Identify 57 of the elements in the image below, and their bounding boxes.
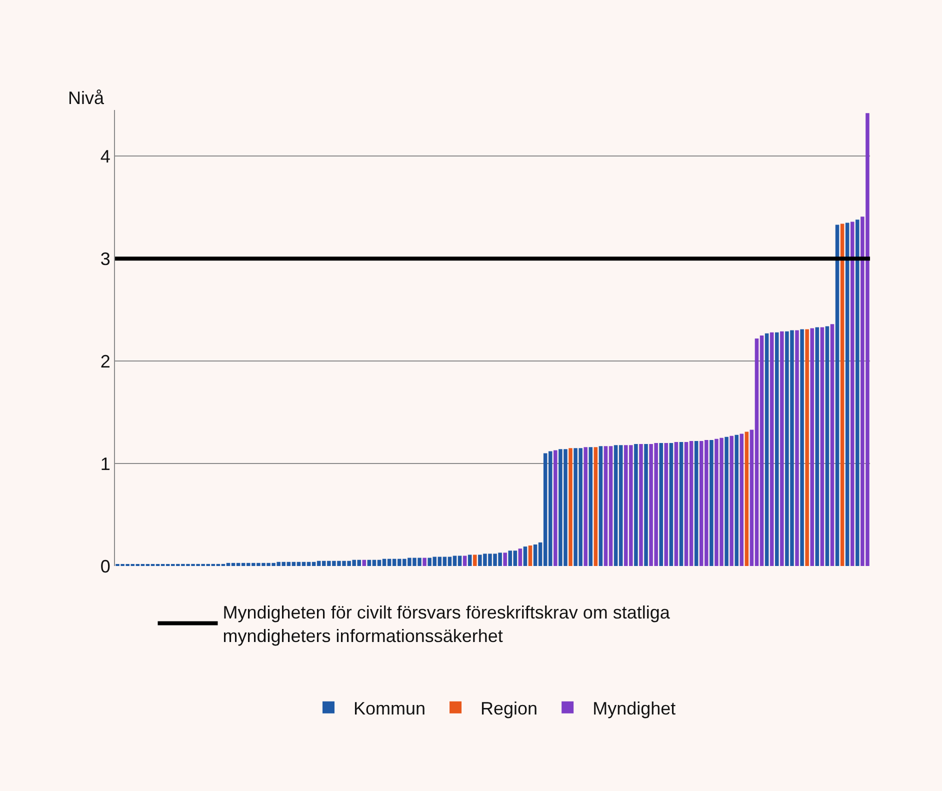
bar <box>850 222 854 566</box>
bar <box>679 442 684 566</box>
bar <box>810 328 814 566</box>
legend-label: Myndighet <box>592 698 676 718</box>
bar <box>815 327 820 566</box>
bar <box>800 329 804 566</box>
bar <box>659 443 663 566</box>
bar <box>764 333 769 566</box>
bar <box>835 224 840 566</box>
y-tick-label: 0 <box>100 556 110 576</box>
y-tick-label: 2 <box>100 351 110 372</box>
legend-label: Myndigheten för civilt försvars föreskriftskrav om statliga myndigheters informationssäkerhet <box>222 602 671 646</box>
bar <box>724 436 728 566</box>
bar <box>503 552 507 566</box>
bar <box>674 442 678 566</box>
bar <box>422 558 426 566</box>
bar <box>845 222 850 566</box>
bar <box>820 327 824 566</box>
bar <box>634 444 638 566</box>
bar <box>554 450 558 566</box>
bar <box>770 332 774 566</box>
bar <box>598 446 603 566</box>
bar <box>840 224 844 566</box>
bar <box>710 440 714 566</box>
bar <box>744 432 749 566</box>
bar <box>664 443 668 566</box>
bar <box>825 326 830 566</box>
bar <box>584 447 588 566</box>
bar <box>730 436 734 566</box>
bar <box>568 448 572 566</box>
y-tick-label: 3 <box>100 248 110 269</box>
bar <box>523 546 528 566</box>
bar <box>775 332 779 566</box>
bar <box>594 447 598 566</box>
bar <box>856 220 860 566</box>
bar <box>639 444 643 566</box>
y-tick-label: 4 <box>100 146 110 166</box>
legend-label: Kommun <box>354 698 426 718</box>
bar <box>473 554 477 566</box>
bar <box>734 434 738 566</box>
bar <box>740 434 744 566</box>
y-axis-title: Nivå <box>68 88 105 108</box>
bar <box>805 329 809 566</box>
bar <box>795 330 799 566</box>
bar <box>462 556 467 566</box>
bar <box>588 447 593 566</box>
bar <box>362 560 366 566</box>
bar <box>468 554 472 566</box>
bar <box>518 548 522 566</box>
bar <box>528 546 532 566</box>
bar <box>644 444 648 566</box>
bar <box>780 331 784 566</box>
bar <box>694 440 698 566</box>
bar <box>830 324 834 566</box>
bar <box>669 443 674 566</box>
legend-label: Region <box>480 698 538 718</box>
y-tick-label: 1 <box>100 454 110 474</box>
